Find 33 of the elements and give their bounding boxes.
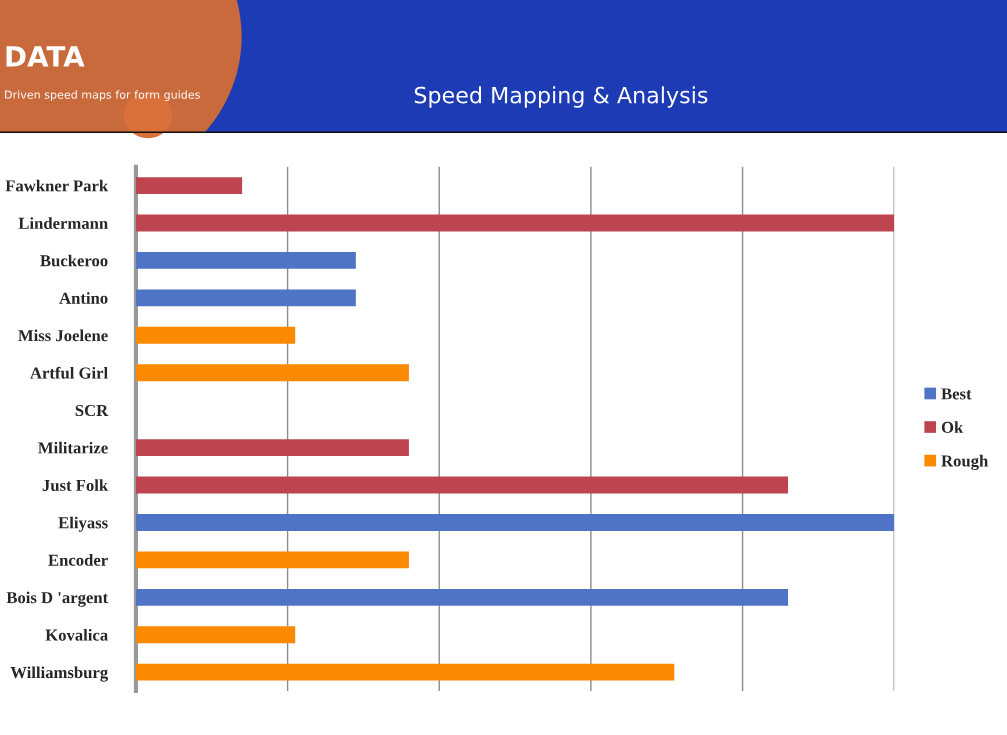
y-tick-label: Eliyass (58, 516, 108, 532)
legend-label: Rough (941, 454, 989, 471)
y-tick-label: Kovalica (45, 628, 108, 641)
text: Driven speed maps for form guides (5, 90, 200, 101)
y-tick-label: Lindermann (18, 217, 108, 229)
legend-label: Best (941, 388, 972, 400)
y-tick-label: Buckeroo (40, 254, 108, 267)
bar (135, 551, 409, 569)
y-tick-label: Antino (59, 292, 108, 304)
y-tick-label: Artful Girl (30, 366, 108, 379)
y-tick-label: Encoder (48, 554, 108, 566)
bar (135, 252, 356, 269)
bar (135, 626, 296, 644)
y-tick-label: Bois D 'argent (6, 591, 109, 607)
bar (135, 364, 409, 382)
legend-label: Ok (941, 421, 964, 434)
bar (135, 476, 789, 494)
bar (135, 588, 789, 606)
bar (135, 663, 675, 681)
bar (135, 289, 356, 307)
chart-title: Speed Mapping & Analysis (414, 86, 708, 108)
bar (135, 439, 409, 457)
y-tick-label: Just Folk (42, 479, 109, 492)
y-tick-label: Militarize (38, 441, 108, 454)
bar (135, 326, 296, 344)
y-tick-label: Williamsburg (10, 666, 109, 682)
bar (135, 214, 895, 232)
y-tick-label: SCR (75, 404, 109, 417)
text: DATA (6, 46, 85, 67)
y-tick-label: Miss Joelene (18, 329, 108, 342)
y-tick-label: Fawkner Park (5, 179, 109, 192)
bar (135, 177, 243, 194)
bar (135, 514, 895, 531)
